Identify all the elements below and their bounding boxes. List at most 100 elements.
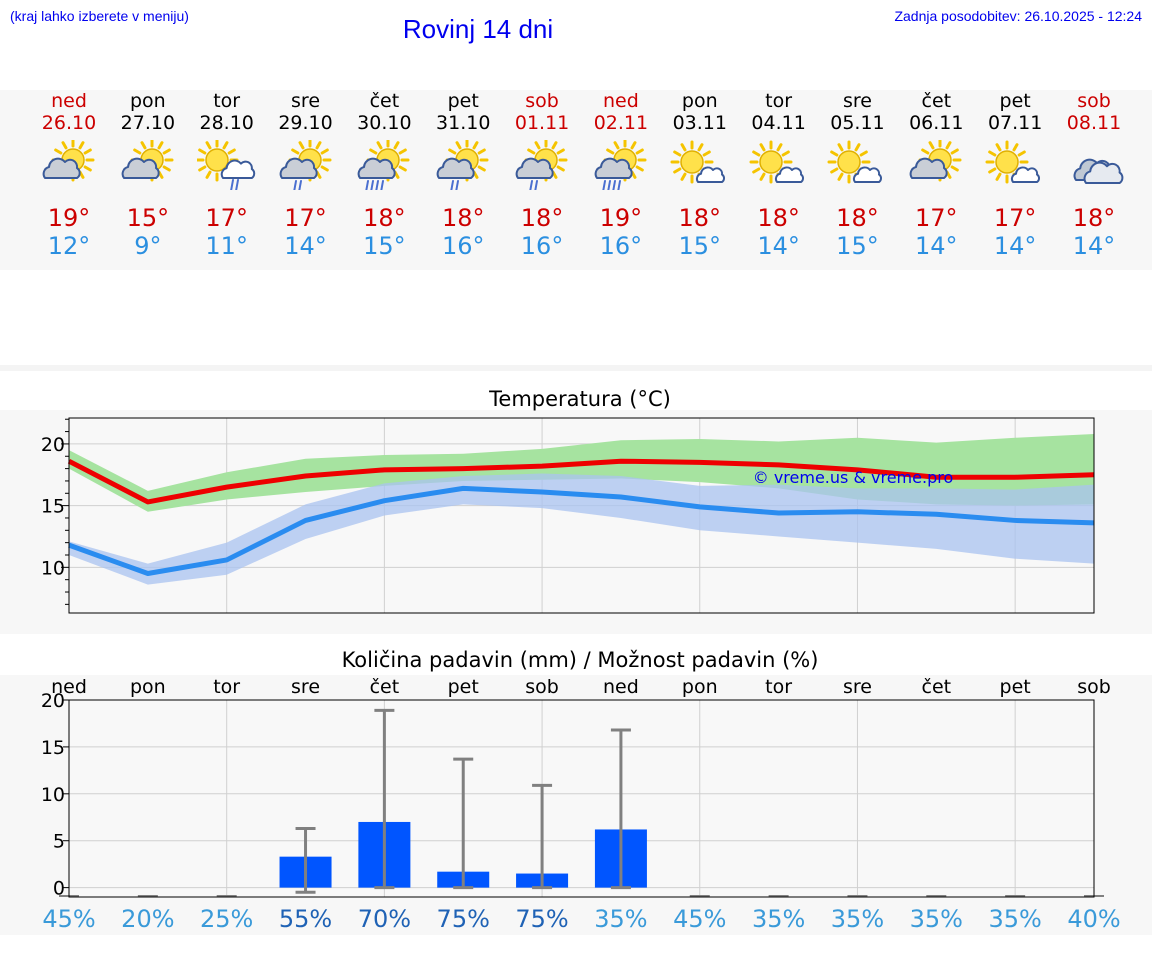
min-temperature: 16° [520, 232, 564, 260]
day-forecast: čet 06.11 17° 14° [896, 90, 976, 260]
day-date: 01.11 [514, 112, 570, 134]
precipitation-chance: 75% [437, 905, 490, 933]
precipitation-frame [68, 699, 1095, 898]
partly-cloudy-icon [42, 138, 95, 182]
day-name: sob [1077, 90, 1111, 112]
day-name: sre [842, 90, 872, 112]
day-date: 05.11 [830, 112, 885, 134]
day-forecast: pon 03.11 18° 15° [660, 90, 740, 260]
min-temperature: 15° [678, 232, 722, 260]
max-temperature: 15° [126, 204, 170, 232]
day-forecast: tor 28.10 17° 11° [187, 90, 267, 260]
day-name: pon [681, 90, 718, 112]
y-tick-label: 20 [41, 434, 65, 456]
day-label: pon [130, 676, 166, 698]
max-temperature: 18° [363, 204, 406, 232]
forecast-band [0, 90, 1152, 270]
day-label: pet [1000, 676, 1031, 698]
min-temperature: 11° [205, 232, 248, 260]
precipitation-chart-title: Količina padavin (mm) / Možnost padavin … [341, 648, 819, 672]
day-forecast: sob 08.11 18° 14° [1054, 90, 1134, 260]
day-name: sob [525, 90, 559, 112]
day-date: 31.10 [436, 112, 491, 134]
precipitation-chance: 40% [1067, 905, 1120, 933]
last-update: Zadnja posodobitev: 26.10.2025 - 12:24 [894, 8, 1142, 24]
menu-hint[interactable]: (kraj lahko izberete v meniju) [10, 8, 189, 24]
day-forecast: pet 31.10 18° 16° [423, 90, 503, 260]
precipitation-chance: 45% [42, 905, 95, 933]
cloudy-icon [1073, 158, 1124, 184]
day-label: sre [843, 676, 872, 698]
precipitation-chance: 45% [673, 905, 726, 933]
min-temperature: 14° [1072, 232, 1116, 260]
day-forecast: sob 01.11 18° 16° [502, 90, 582, 260]
day-label: ned [603, 676, 639, 698]
y-tick-label: 0 [53, 878, 65, 900]
sun-small-cloud-icon [670, 140, 725, 184]
min-temperature-range [69, 473, 1094, 585]
day-label: pon [682, 676, 718, 698]
day-label: čet [370, 676, 400, 698]
min-temperature: 14° [284, 232, 327, 260]
partly-cloudy-icon [909, 138, 962, 182]
day-forecast: pet 07.11 17° 14° [975, 90, 1055, 260]
max-temperature: 18° [678, 204, 722, 232]
precipitation-chance: 75% [515, 905, 568, 933]
y-tick-label: 10 [41, 557, 65, 579]
sun-small-cloud-icon [827, 140, 883, 184]
max-temperature: 18° [836, 204, 879, 232]
day-name: pet [447, 90, 479, 112]
day-forecast: ned 02.11 19° 16° [581, 90, 661, 260]
day-date: 03.11 [672, 112, 727, 134]
day-date: 26.10 [41, 112, 97, 134]
precipitation-chart: ned pon tor sre čet pet sob ned pon tor sre čet pet s… [41, 676, 1121, 933]
max-temperature: 17° [993, 204, 1037, 232]
max-temperature: 19° [599, 204, 643, 232]
precipitation-chance: 35% [988, 905, 1041, 933]
precipitation-chance: 55% [279, 905, 332, 933]
y-tick-label: 15 [41, 496, 65, 518]
day-name: čet [921, 90, 952, 112]
day-forecast: pon 27.10 15° 9° [108, 90, 188, 260]
min-temperature: 14° [915, 232, 958, 260]
day-label: sre [291, 676, 320, 698]
min-temperature-line [68, 485, 1095, 577]
day-forecast: tor 04.11 18° 14° [739, 90, 819, 260]
sun-cloud-rain-icon [195, 138, 255, 192]
day-date: 28.10 [199, 112, 254, 134]
day-forecast: čet 30.10 18° 15° [344, 90, 424, 260]
day-date: 27.10 [120, 112, 176, 134]
min-temperature: 14° [757, 232, 800, 260]
day-date: 08.11 [1066, 112, 1122, 134]
day-name: tor [765, 90, 793, 112]
precipitation-plot-area [69, 700, 1094, 897]
y-tick-label: 20 [41, 690, 65, 712]
sun-small-cloud-icon [749, 140, 804, 184]
day-date: 02.11 [593, 112, 649, 134]
min-temperature: 9° [134, 232, 162, 260]
min-temperature: 15° [836, 232, 879, 260]
max-temperature-line [67, 458, 1095, 505]
max-temperature: 18° [441, 204, 485, 232]
partly-cloudy-heavy-rain-icon [358, 138, 410, 193]
copyright-annotation[interactable]: © vreme.us & vreme.pro [753, 468, 954, 487]
partly-cloudy-heavy-rain-icon [594, 138, 647, 193]
max-temperature: 17° [205, 204, 248, 232]
max-temperature: 17° [284, 204, 327, 232]
precipitation-chance: 35% [910, 905, 963, 933]
day-label: pet [448, 676, 479, 698]
day-date: 07.11 [987, 112, 1043, 134]
min-temperature: 12° [47, 232, 91, 260]
min-temperature: 15° [363, 232, 406, 260]
day-name: ned [51, 90, 87, 112]
day-label: čet [922, 676, 952, 698]
precipitation-chance: 35% [752, 905, 805, 933]
day-name: pet [999, 90, 1031, 112]
min-temperature: 16° [599, 232, 643, 260]
day-date: 29.10 [278, 112, 333, 134]
day-name: pon [129, 90, 166, 112]
temperature-chart-title: Temperatura (°C) [489, 387, 671, 411]
sun-small-cloud-icon [985, 140, 1041, 184]
temperature-chart: 10 15 20 © vreme.us & vreme.pro [41, 417, 1095, 614]
day-name: sre [291, 90, 321, 112]
